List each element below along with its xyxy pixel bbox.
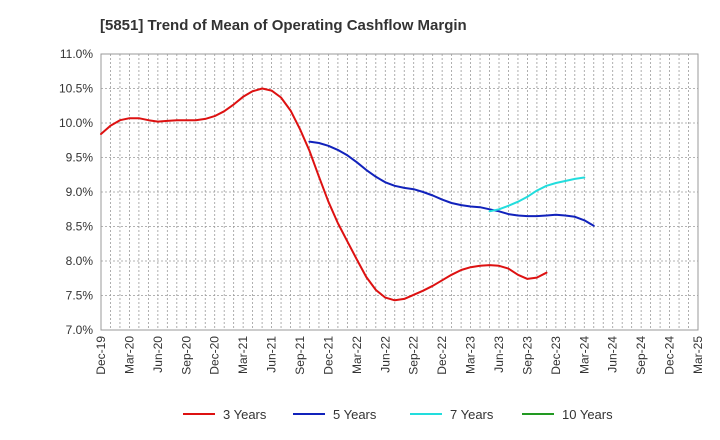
y-tick-label: 10.0%: [59, 116, 93, 130]
legend-label: 3 Years: [223, 407, 267, 422]
legend-label: 7 Years: [450, 407, 494, 422]
x-tick-label: Jun-24: [606, 336, 620, 373]
x-tick-label: Dec-21: [321, 336, 335, 375]
series-line-7-years: [488, 176, 586, 213]
x-tick-label: Mar-21: [236, 336, 250, 374]
legend-label: 10 Years: [562, 407, 613, 422]
x-tick-label: Jun-20: [151, 336, 165, 373]
x-tick-label: Jun-21: [265, 336, 279, 373]
x-tick-label: Dec-24: [663, 336, 677, 375]
x-tick-label: Mar-23: [464, 336, 478, 374]
chart-title: [5851] Trend of Mean of Operating Cashfl…: [100, 17, 467, 34]
y-tick-label: 9.5%: [66, 151, 94, 165]
x-tick-label: Mar-22: [350, 336, 364, 374]
y-tick-label: 9.0%: [66, 185, 94, 199]
x-tick-label: Jun-22: [378, 336, 392, 373]
y-tick-label: 8.5%: [66, 220, 94, 234]
legend-label: 5 Years: [333, 407, 377, 422]
x-tick-label: Mar-20: [122, 336, 136, 374]
x-tick-label: Sep-23: [520, 336, 534, 375]
x-tick-label: Mar-24: [577, 336, 591, 374]
series-line-3-years: [100, 87, 548, 302]
y-tick-label: 8.0%: [66, 254, 94, 268]
series-lines: [100, 87, 595, 302]
x-tick-label: Mar-25: [691, 336, 705, 374]
y-tick-label: 11.0%: [60, 47, 93, 61]
x-tick-label: Sep-22: [407, 336, 421, 375]
x-tick-label: Dec-19: [94, 336, 108, 375]
y-tick-label: 7.5%: [66, 289, 94, 303]
legend: 3 Years 5 Years 7 Years 10 Years: [183, 407, 613, 422]
y-tick-label: 10.5%: [59, 82, 93, 96]
x-tick-label: Sep-21: [293, 336, 307, 375]
y-axis: 7.0% 7.5% 8.0% 8.5% 9.0% 9.5% 10.0% 10.5% 11.0%: [59, 47, 93, 337]
x-tick-label: Jun-23: [492, 336, 506, 373]
x-tick-label: Dec-20: [208, 336, 222, 375]
x-tick-label: Dec-22: [435, 336, 449, 375]
series-line-5-years: [308, 140, 595, 227]
x-axis: Dec-19 Mar-20 Jun-20 Sep-20 Dec-20 Mar-21 Jun-…: [94, 336, 705, 375]
x-tick-label: Dec-23: [549, 336, 563, 375]
y-tick-label: 7.0%: [66, 323, 94, 337]
x-tick-label: Sep-24: [634, 336, 648, 375]
x-tick-label: Sep-20: [179, 336, 193, 375]
